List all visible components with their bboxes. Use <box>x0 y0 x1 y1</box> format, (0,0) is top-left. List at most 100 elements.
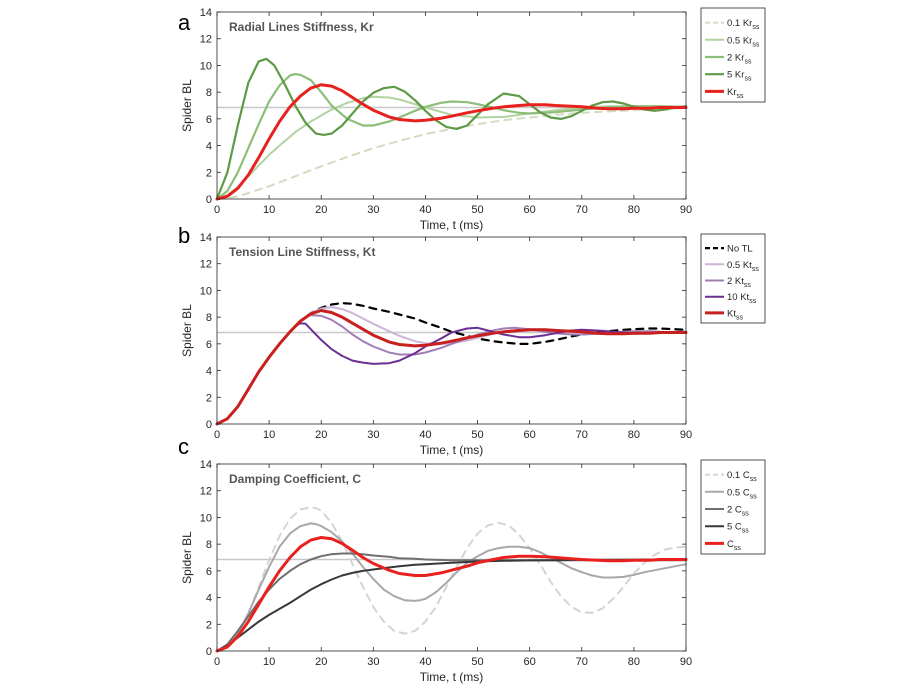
legend-label-subscript: ss <box>742 528 750 535</box>
y-axis-label: Spider BL <box>180 531 194 584</box>
y-tick-label: 14 <box>200 232 212 244</box>
series-line-3 <box>216 558 687 652</box>
legend-label: 2 Krss <box>727 53 752 66</box>
x-tick-label: 40 <box>419 656 431 668</box>
legend-label: No TL <box>727 244 753 255</box>
panel-letter: c <box>178 434 189 459</box>
legend-label-text: 0.1 Kr <box>727 18 752 29</box>
legend-label-text: 0.5 C <box>727 487 750 498</box>
legend-label-text: No TL <box>727 244 753 255</box>
y-tick-label: 8 <box>206 312 212 324</box>
legend-label-text: 2 C <box>727 505 742 516</box>
series-line-4 <box>215 83 688 201</box>
x-tick-label: 70 <box>576 429 588 441</box>
panel-letter: a <box>178 10 191 35</box>
legend-label-subscript: ss <box>742 511 750 518</box>
y-axis-label: Spider BL <box>180 304 194 357</box>
series-line-3 <box>215 57 688 201</box>
series-line-0 <box>216 506 687 652</box>
y-tick-label: 12 <box>200 259 212 271</box>
series-line-4 <box>215 536 688 653</box>
x-tick-label: 0 <box>214 656 220 668</box>
y-axis-label: Spider BL <box>180 79 194 132</box>
x-tick-label: 10 <box>263 204 275 216</box>
x-tick-label: 10 <box>263 429 275 441</box>
axes-box <box>216 463 687 652</box>
x-tick-label: 80 <box>628 656 640 668</box>
legend-label-subscript: ss <box>749 298 757 305</box>
legend-label: 10 Ktss <box>727 292 757 305</box>
x-tick-label: 30 <box>367 656 379 668</box>
legend-label: 5 Css <box>727 522 749 535</box>
y-tick-label: 10 <box>200 285 212 297</box>
y-tick-label: 2 <box>206 619 212 631</box>
legend-label-subscript: ss <box>752 266 760 273</box>
legend-label-subscript: ss <box>734 545 742 552</box>
chart-title: Tension Line Stiffness, Kt <box>229 245 375 259</box>
y-tick-label: 0 <box>206 419 212 431</box>
x-tick-label: 40 <box>419 429 431 441</box>
x-tick-label: 70 <box>576 204 588 216</box>
x-tick-label: 50 <box>471 429 483 441</box>
legend-label-text: 2 Kr <box>727 53 744 64</box>
x-tick-label: 90 <box>680 204 692 216</box>
chart-title: Radial Lines Stiffness, Kr <box>229 20 374 34</box>
y-tick-label: 2 <box>206 167 212 179</box>
legend-box <box>700 7 766 103</box>
legend-label-text: C <box>727 539 734 550</box>
x-tick-label: 40 <box>419 204 431 216</box>
x-axis-label: Time, t (ms) <box>420 443 484 457</box>
x-tick-label: 50 <box>471 656 483 668</box>
y-tick-label: 6 <box>206 566 212 578</box>
x-tick-label: 50 <box>471 204 483 216</box>
y-tick-label: 2 <box>206 392 212 404</box>
legend-label: 0.5 Ktss <box>727 260 759 273</box>
legend-label: Css <box>727 539 741 552</box>
series-line-4 <box>215 309 688 426</box>
legend-label-subscript: ss <box>744 282 752 289</box>
chart-title: Damping Coefficient, C <box>229 472 361 486</box>
x-tick-label: 30 <box>367 204 379 216</box>
legend-label-subscript: ss <box>750 476 758 483</box>
y-tick-label: 0 <box>206 194 212 206</box>
y-tick-label: 0 <box>206 646 212 658</box>
y-tick-label: 12 <box>200 34 212 46</box>
legend-label: Ktss <box>727 308 743 321</box>
plot-area <box>217 464 686 651</box>
y-tick-label: 8 <box>206 87 212 99</box>
x-tick-label: 80 <box>628 429 640 441</box>
series-line-0 <box>216 107 687 200</box>
x-tick-label: 80 <box>628 204 640 216</box>
x-tick-label: 20 <box>315 204 327 216</box>
legend-label-text: 10 Kt <box>727 292 750 303</box>
legend-label: 2 Ktss <box>727 276 751 289</box>
axes-box <box>216 236 687 425</box>
legend-label-text: Kr <box>727 87 737 98</box>
panel-c: c 0 10 20 30 40 50 60 70 80 90 0 2 4 6 8 10 12 14 Time, t (… <box>178 434 766 684</box>
x-tick-label: 90 <box>680 429 692 441</box>
legend-label-text: 5 C <box>727 522 742 533</box>
x-tick-label: 90 <box>680 656 692 668</box>
y-tick-label: 8 <box>206 539 212 551</box>
legend-box <box>700 233 766 324</box>
y-tick-label: 12 <box>200 486 212 498</box>
y-tick-label: 10 <box>200 60 212 72</box>
panel-b: b 0 10 20 30 40 50 60 70 80 90 0 2 4 6 8 10 12 14 Time, t (… <box>178 223 766 457</box>
x-tick-label: 10 <box>263 656 275 668</box>
x-axis-label: Time, t (ms) <box>420 670 484 684</box>
legend-label-text: Kt <box>727 308 736 319</box>
y-tick-label: 14 <box>200 459 212 471</box>
x-tick-label: 70 <box>576 656 588 668</box>
legend-label: 2 Css <box>727 505 749 518</box>
x-tick-label: 20 <box>315 429 327 441</box>
legend-label-subscript: ss <box>744 76 752 83</box>
x-tick-label: 0 <box>214 429 220 441</box>
panel-a: a 0 10 20 30 40 50 60 70 80 90 0 2 4 6 8 10 12 14 Time, t (… <box>178 7 766 232</box>
y-tick-label: 6 <box>206 339 212 351</box>
y-tick-label: 4 <box>206 366 212 378</box>
